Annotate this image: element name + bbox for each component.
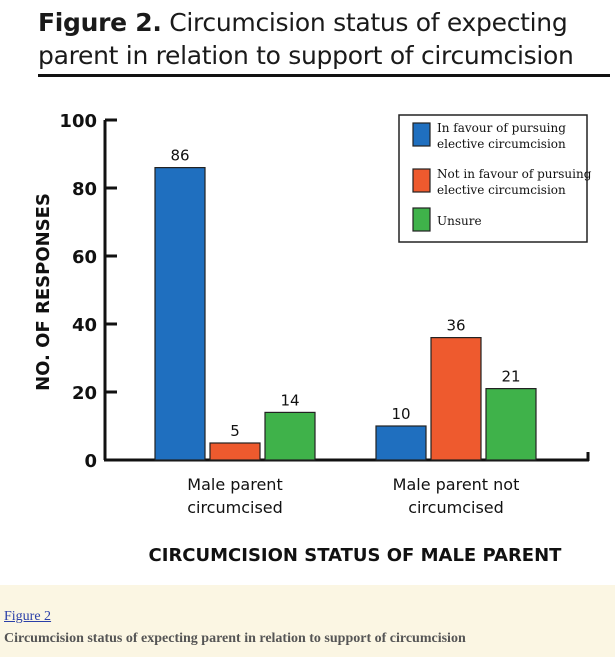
legend-label: Not in favour of pursuing bbox=[437, 167, 592, 181]
legend-label: elective circumcision bbox=[437, 183, 566, 197]
legend-label: Unsure bbox=[437, 214, 482, 228]
bar-value-label: 5 bbox=[230, 422, 240, 440]
y-tick-label: 20 bbox=[72, 383, 97, 404]
bar-chart: 0 20 40 60 80 100 86 10 5 36 14 21 Male parent circum… bbox=[33, 111, 592, 566]
legend-swatch bbox=[412, 207, 431, 232]
figure-caption: Circumcision status of expecting parent … bbox=[4, 631, 466, 646]
x-category-label: Male parent not bbox=[393, 475, 520, 494]
y-tick-label: 100 bbox=[59, 111, 97, 132]
y-axis-title: NO. OF RESPONSES bbox=[33, 193, 54, 391]
y-tick-label: 60 bbox=[72, 247, 97, 268]
x-axis-title: CIRCUMCISION STATUS OF MALE PARENT bbox=[149, 545, 563, 566]
bar bbox=[375, 425, 427, 461]
bar-value-label: 36 bbox=[446, 317, 465, 335]
figure-title-text: Circumcision status of expecting parent … bbox=[38, 8, 574, 70]
bar-value-label: 10 bbox=[391, 405, 410, 423]
figure-link[interactable]: Figure 2 bbox=[4, 609, 52, 624]
legend-swatch bbox=[412, 168, 431, 193]
y-tick-label: 0 bbox=[84, 451, 97, 472]
x-category-label: Male parent bbox=[187, 475, 282, 494]
x-category-label: circumcised bbox=[187, 498, 283, 517]
bar bbox=[430, 337, 482, 461]
bar bbox=[264, 411, 316, 461]
legend-swatch bbox=[412, 122, 431, 147]
title-rule bbox=[38, 74, 610, 77]
bar bbox=[154, 167, 206, 461]
figure-panel: Figure 2. Circumcision status of expecti… bbox=[0, 0, 615, 585]
figure-title-number: Figure 2. bbox=[38, 8, 162, 37]
legend-label: In favour of pursuing bbox=[437, 121, 566, 135]
legend-label: elective circumcision bbox=[437, 137, 566, 151]
y-tick-label: 40 bbox=[72, 315, 97, 336]
bar bbox=[209, 442, 261, 461]
x-category-label: circumcised bbox=[408, 498, 504, 517]
bar-value-label: 14 bbox=[280, 391, 299, 409]
y-tick-label: 80 bbox=[72, 179, 97, 200]
figure-title: Figure 2. Circumcision status of expecti… bbox=[38, 6, 598, 72]
bar-value-label: 21 bbox=[501, 368, 520, 386]
bar bbox=[485, 388, 537, 461]
bar-value-label: 86 bbox=[170, 147, 189, 165]
